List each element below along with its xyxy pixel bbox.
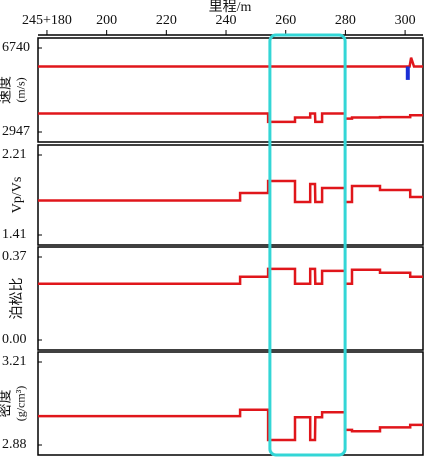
panel-frame xyxy=(37,37,424,143)
x-tick-label: 220 xyxy=(156,13,177,28)
panel-frame xyxy=(37,351,424,456)
data-line xyxy=(38,267,423,285)
y-tick-label: 0.37 xyxy=(2,249,27,264)
x-tick-label: 280 xyxy=(335,13,356,28)
y-axis-label: Vp/Vs xyxy=(10,177,25,214)
y-axis-label: 泊松比 xyxy=(9,278,25,320)
data-line xyxy=(38,408,423,442)
y-axis-label: 密度 xyxy=(0,390,14,418)
y-axis-label: (g/cm³) xyxy=(13,386,27,422)
x-tick-label: 300 xyxy=(395,13,416,28)
y-axis-label: (m/s) xyxy=(13,77,27,102)
data-line xyxy=(38,112,423,124)
x-tick-label: 245+180 xyxy=(22,13,72,28)
panel-frame xyxy=(37,144,424,246)
y-tick-label: 2.21 xyxy=(2,147,27,162)
y-tick-label: 2947 xyxy=(2,124,30,139)
x-tick-label: 260 xyxy=(275,13,296,28)
data-line xyxy=(38,179,423,204)
x-axis-label: 里程/m xyxy=(209,0,252,15)
highlight-box xyxy=(268,33,347,457)
panel-frame xyxy=(37,246,424,351)
x-tick-label: 200 xyxy=(96,13,117,28)
data-line xyxy=(38,57,423,68)
y-tick-label: 6740 xyxy=(2,40,30,55)
y-tick-label: 1.41 xyxy=(2,227,27,242)
y-axis-label: 速度 xyxy=(0,76,14,104)
y-tick-label: 2.88 xyxy=(2,437,27,452)
x-tick-label: 240 xyxy=(216,13,237,28)
y-tick-label: 0.00 xyxy=(2,332,27,347)
y-tick-label: 3.21 xyxy=(2,354,27,369)
